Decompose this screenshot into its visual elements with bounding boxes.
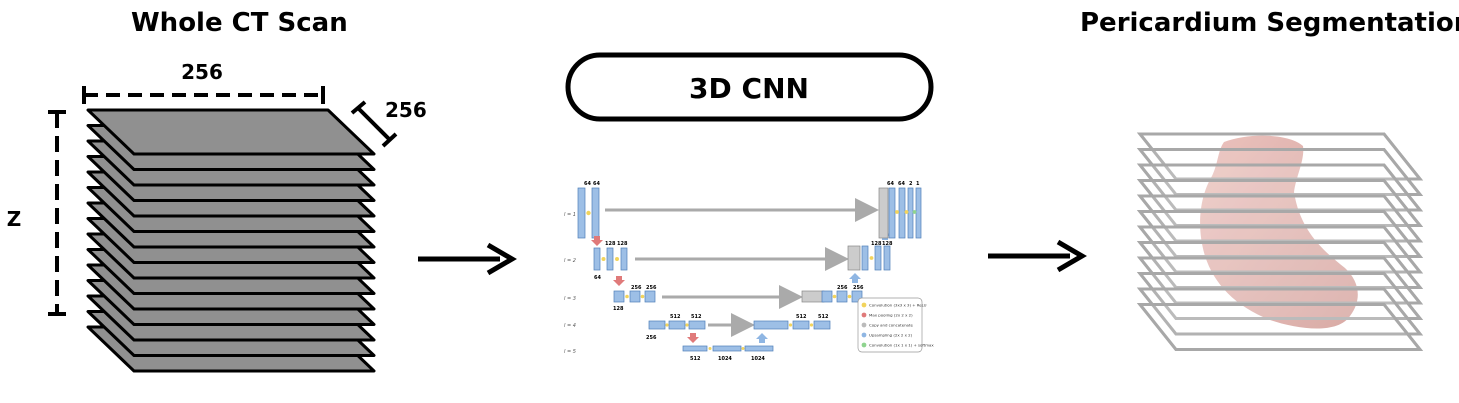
unet-level-label: l = 4 [564,323,576,329]
unet-channel-label: 1 [916,181,920,187]
unet-block [682,345,774,352]
legend-swatch [861,332,867,338]
legend-label: Convolution (1x 1 x 1) + softmax [869,343,934,348]
unet-channel-label: 1024 [718,356,732,362]
height-label: Z [7,207,22,231]
unet-channel-label: 64 [594,275,601,281]
width-dimension: 256 [82,60,325,104]
unet-channel-label: 1024 [751,356,765,362]
model-title-box: 3D CNN [565,52,934,122]
unet-channel-label: 512 [690,356,701,362]
unet-architecture: l = 1 l = 2 l = 3 l = 4 l = 5 64 64 [564,181,934,362]
unet-level-label: l = 1 [564,212,576,218]
whole-ct-scan-title: Whole CT Scan [131,8,348,38]
segmentation-slice [1136,303,1424,351]
unet-block [801,290,863,303]
unet-block [847,245,891,271]
unet-level-label: l = 5 [564,349,576,355]
pericardium-organ [1200,135,1358,329]
upsample-icon [849,273,861,283]
unet-channel-label: 512 [818,314,829,320]
unet-channel-label: 256 [646,285,657,291]
depth-dimension: 256 [350,98,427,148]
unet-legend: Convolution (3x3 x 3) + ReLU Max pooling … [857,297,934,353]
unet-channel-label: 512 [691,314,702,320]
legend-swatch [861,312,867,318]
unet-channel-label: 64 [887,181,894,187]
arrow-model-to-output-icon [988,239,1087,273]
ct-slice [86,108,376,156]
unet-channel-label: 256 [853,285,864,291]
unet-block [593,247,628,271]
unet-channel-label: 2 [909,181,913,187]
pericardium-segmentation-title: Pericardium Segmentation [1080,8,1459,38]
segmentation-slice [1136,287,1424,336]
depth-label: 256 [385,98,427,122]
ct-slice-stack [86,108,376,373]
legend-label: Convolution (3x3 x 3) + ReLU [869,303,927,308]
max-pool-icon [687,333,699,343]
unet-channel-label: 64 [584,181,591,187]
unet-level-label: l = 3 [564,296,576,302]
unet-channel-label: 64 [898,181,905,187]
unet-block [878,187,922,239]
upsample-icon [756,333,768,343]
unet-channel-label: 128 [613,306,624,312]
width-label: 256 [181,60,223,84]
unet-block [648,320,706,330]
unet-level-label: l = 2 [564,258,576,264]
unet-channel-label: 256 [631,285,642,291]
unet-channel-label: 128 [605,241,616,247]
unet-channel-label: 128 [617,241,628,247]
unet-channel-label: 64 [593,181,600,187]
unet-channel-label: 512 [670,314,681,320]
legend-label: Max pooling (2x 2 x 2) [869,313,913,318]
legend-swatch [861,342,867,348]
unet-channel-label: 256 [646,335,657,341]
unet-channel-label: 256 [837,285,848,291]
legend-label: Copy and concatenate [869,323,913,328]
height-dimension: Z [7,110,66,316]
unet-channel-label: 128 [871,241,882,247]
unet-block [613,290,656,303]
legend-swatch [861,302,867,308]
unet-block [577,187,600,239]
segmentation-volume [1136,132,1424,351]
max-pool-icon [591,236,603,246]
arrow-input-to-model-icon [418,242,517,276]
unet-channel-label: 512 [796,314,807,320]
model-title: 3D CNN [689,72,809,105]
max-pool-icon [613,276,625,286]
legend-swatch [861,322,867,328]
unet-block [753,320,831,330]
legend-label: Upsampling (2x 2 x 2) [869,333,913,338]
unet-channel-label: 128 [882,241,893,247]
